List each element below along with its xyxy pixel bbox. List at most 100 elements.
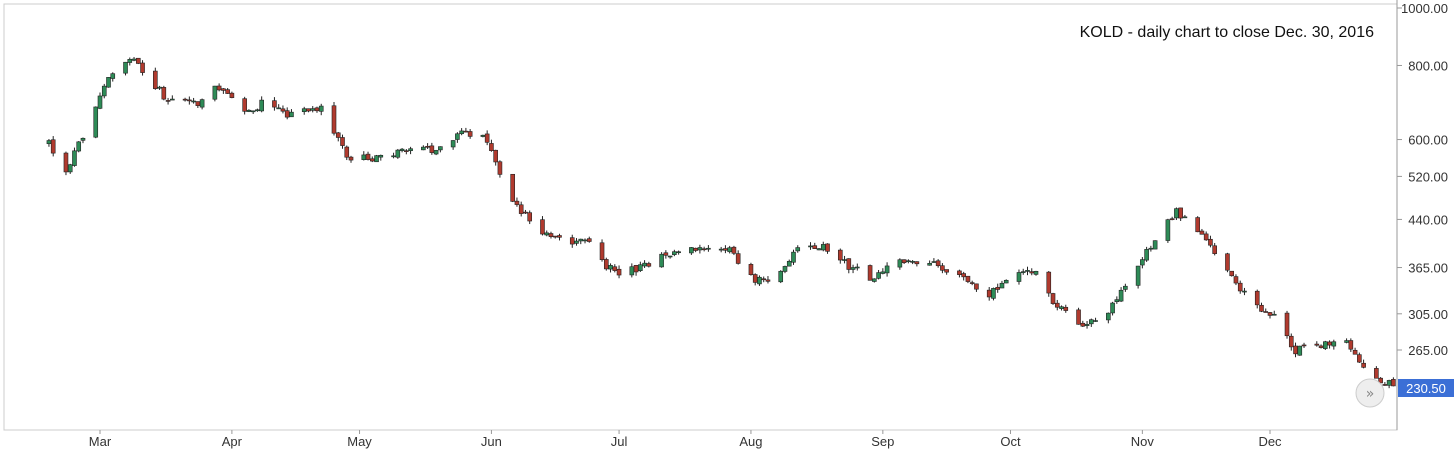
candle-body [969, 282, 975, 284]
candle [50, 136, 56, 157]
candle-body [123, 61, 128, 74]
candle [404, 149, 409, 155]
candle [1199, 228, 1205, 235]
candle-body [1123, 285, 1128, 290]
candle [1093, 317, 1098, 322]
x-tick-label: Sep [871, 434, 894, 449]
candle-body [212, 85, 218, 100]
candle-body [603, 259, 609, 270]
candle [616, 265, 622, 279]
candle-body [931, 261, 937, 263]
candle [429, 142, 435, 155]
candle [1050, 292, 1056, 305]
candle [399, 148, 405, 153]
candle-body [463, 130, 469, 133]
candle-body [1033, 270, 1039, 275]
candle-body [1174, 208, 1179, 219]
candle [1020, 268, 1026, 275]
candle [135, 57, 141, 65]
candle [318, 103, 324, 116]
candle-body [935, 260, 941, 267]
candle-body [974, 283, 979, 290]
candle [101, 83, 107, 99]
candle-body [1114, 299, 1120, 303]
candle [438, 146, 443, 153]
candle [1237, 280, 1243, 294]
candle [374, 154, 379, 163]
candle-body [612, 266, 618, 271]
candle-body [676, 251, 681, 254]
candle [140, 60, 145, 76]
candle-body [514, 200, 520, 205]
x-tick-label: May [347, 434, 372, 449]
candle [514, 197, 520, 207]
candle-body [697, 247, 703, 251]
candle-body [599, 242, 605, 261]
candle-body [1357, 354, 1362, 363]
candle [1267, 312, 1273, 319]
scroll-to-latest-button[interactable]: » [1355, 378, 1385, 408]
candle-body [391, 155, 396, 158]
x-tick-label: Aug [739, 434, 762, 449]
candle-body [1003, 279, 1009, 284]
candle-body [280, 108, 286, 112]
x-tick-label: Mar [89, 434, 112, 449]
candle-body [1237, 282, 1243, 292]
candle [897, 258, 903, 270]
candle-body [63, 152, 69, 173]
scroll-button-circle[interactable] [1355, 378, 1385, 408]
candle-body [582, 239, 588, 242]
candle [965, 275, 971, 284]
candle [1208, 235, 1213, 248]
candle-body [723, 248, 728, 251]
candle [408, 146, 413, 155]
candle [72, 147, 77, 167]
candle-body [242, 98, 247, 112]
candle-body [310, 108, 316, 111]
candle [761, 276, 767, 283]
candle-body [808, 245, 813, 248]
candle-body [459, 130, 464, 135]
candle-body [225, 89, 230, 94]
candle [1195, 216, 1200, 233]
candle-body [765, 279, 771, 282]
candle [1212, 242, 1217, 256]
candle-body [76, 141, 82, 152]
candle-body [1327, 341, 1332, 346]
candle [1357, 352, 1362, 363]
chart-title: KOLD - daily chart to close Dec. 30, 201… [1080, 24, 1374, 41]
x-tick-label: Apr [222, 434, 243, 449]
candle-body [1106, 312, 1111, 321]
candle [548, 231, 554, 239]
candle-body [1110, 302, 1115, 314]
candle-body [727, 247, 732, 253]
x-axis: Mar Apr May Jun Jul Aug Sep Oct Nov Dec [89, 430, 1282, 449]
candle-body [999, 282, 1005, 289]
candle-body [986, 289, 992, 298]
candle-body [182, 98, 188, 101]
double-chevron-right-icon[interactable]: » [1366, 386, 1375, 402]
candle-body [153, 70, 158, 89]
x-tick-label: Nov [1131, 434, 1155, 449]
candle-body [1378, 377, 1383, 384]
y-tick-label: 265.00 [1408, 343, 1448, 358]
candle-body [1140, 259, 1145, 266]
last-price-tag: 230.50 [1398, 379, 1454, 397]
candle-body [540, 219, 545, 235]
candle [484, 130, 490, 146]
candle [731, 245, 737, 256]
candle-body [272, 100, 277, 108]
candle [646, 261, 652, 268]
candle-body [1391, 379, 1396, 387]
candle [365, 151, 371, 161]
candle [1352, 347, 1358, 355]
candle-body [1076, 309, 1081, 325]
candle [659, 252, 664, 268]
candle-body [246, 109, 252, 112]
last-price-label: 230.50 [1406, 381, 1446, 396]
candle [170, 95, 175, 101]
candle-body [872, 278, 877, 282]
candle-body [884, 265, 890, 274]
candle [1063, 304, 1069, 313]
